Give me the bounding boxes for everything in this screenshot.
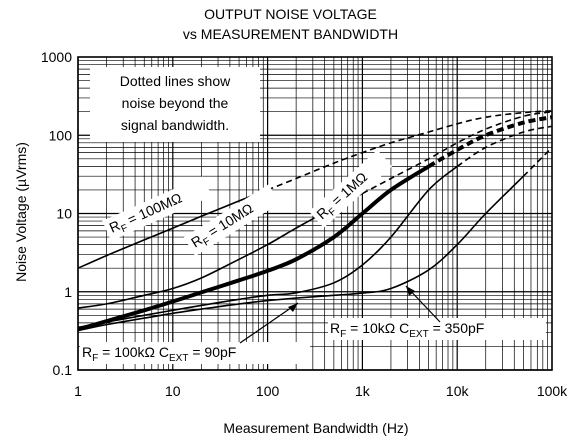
leader-line-4 xyxy=(239,302,299,344)
x-tick-label: 100 xyxy=(256,383,280,399)
series-line-3 xyxy=(77,164,430,332)
label-span: = 90pF xyxy=(188,344,236,360)
chart-title: OUTPUT NOISE VOLTAGE xyxy=(204,6,377,22)
label-subscript: F xyxy=(120,223,130,236)
x-tick-label: 10k xyxy=(446,383,470,399)
label-subscript: F xyxy=(92,353,98,364)
chart-subtitle: vs MEASUREMENT BANDWIDTH xyxy=(182,26,399,42)
series-label-text: RF = 10kΩ CEXT = 350pF xyxy=(330,320,484,340)
series-line-4 xyxy=(77,165,458,329)
series-label-text: RF = 100kΩ CEXT = 90pF xyxy=(82,344,236,364)
annotations: Dotted lines show noise beyond the signal … xyxy=(80,67,546,364)
series-line-5 xyxy=(77,175,525,332)
annotation-line: Dotted lines show xyxy=(120,73,231,89)
series-line-1 xyxy=(77,189,268,269)
x-tick-label: 1k xyxy=(355,383,371,399)
y-tick-label: 1 xyxy=(64,284,72,300)
series-dashed-1 xyxy=(267,110,553,191)
y-tick-label: 0.1 xyxy=(53,362,73,378)
label-span: = 350pF xyxy=(429,320,485,336)
label-subscript: F xyxy=(201,236,212,249)
x-tick-label: 100k xyxy=(537,383,568,399)
y-tick-label: 10 xyxy=(56,206,72,222)
label-span: R xyxy=(82,344,92,360)
series-dashed-5 xyxy=(522,146,553,177)
annotation-box xyxy=(90,67,260,142)
label-subscript: F xyxy=(327,206,339,218)
label-subscript: EXT xyxy=(169,353,188,364)
x-tick-label: 1 xyxy=(74,383,82,399)
series-label-4: RF = 100kΩ CEXT = 90pF xyxy=(80,342,310,364)
plot-frame xyxy=(77,56,553,371)
series-label-bg xyxy=(308,149,393,228)
series-label-3: RF = 1MΩ xyxy=(308,149,393,228)
leader-arrow-5 xyxy=(406,286,415,296)
x-tick-label: 10 xyxy=(165,383,181,399)
label-span: R xyxy=(330,320,340,336)
series-dashed-2 xyxy=(362,110,553,195)
series-label-bg xyxy=(183,184,281,257)
annotation-line: signal bandwidth. xyxy=(121,117,229,133)
y-axis-label: Noise Voltage (µVrms) xyxy=(13,142,29,282)
series-dashed-4 xyxy=(456,125,553,168)
series-label-bg xyxy=(102,176,212,242)
series-label-bg xyxy=(328,318,546,340)
label-subscript: F xyxy=(340,329,346,340)
label-subscript: EXT xyxy=(409,329,428,340)
annotation-line: noise beyond the xyxy=(122,95,229,111)
series-dashed-3 xyxy=(427,115,553,169)
series-label-bg xyxy=(80,342,310,364)
series-label-5: RF = 10kΩ CEXT = 350pF xyxy=(328,318,546,340)
leader-arrow-4 xyxy=(288,303,298,312)
label-span: = 10kΩ C xyxy=(346,320,409,336)
y-tick-label: 1000 xyxy=(41,49,72,65)
x-axis-label: Measurement Bandwidth (Hz) xyxy=(223,420,408,436)
label-span: = 100kΩ C xyxy=(98,344,169,360)
y-tick-label: 100 xyxy=(49,127,73,143)
